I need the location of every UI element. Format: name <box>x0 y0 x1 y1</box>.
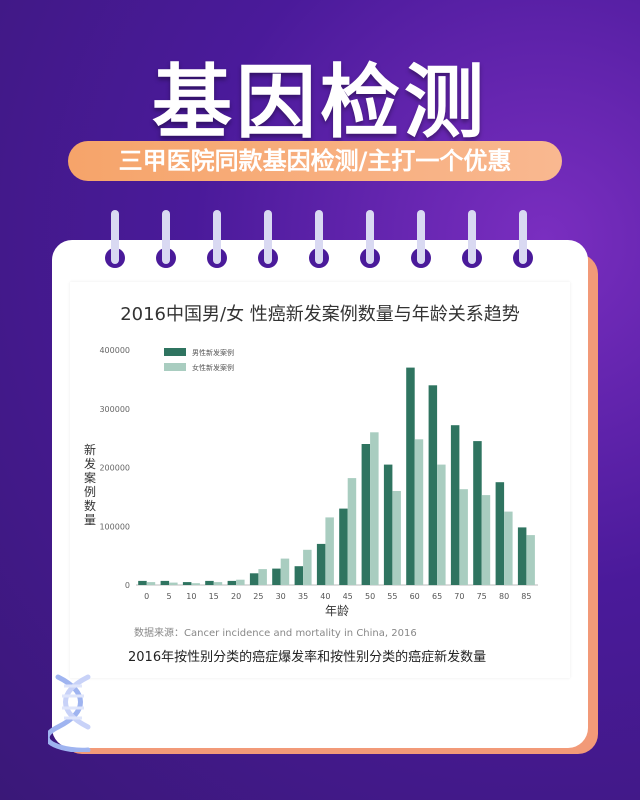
x-tick-label: 50 <box>365 592 375 601</box>
bar-female <box>258 569 267 585</box>
bar-male <box>205 580 214 585</box>
bar-female <box>191 583 200 585</box>
legend-swatch <box>164 348 186 356</box>
bar-male <box>160 580 170 585</box>
dna-helix-icon <box>48 674 91 752</box>
y-tick-label: 300000 <box>99 405 130 414</box>
x-tick-label: 35 <box>298 592 308 601</box>
bar-female <box>437 464 446 585</box>
y-tick-label: 200000 <box>99 464 130 473</box>
x-tick-label: 25 <box>253 592 263 601</box>
chart-panel: 2016中国男/女 性癌新发案例数量与年龄关系趋势 0 100000 200000 3… <box>70 282 570 678</box>
x-tick-label: 45 <box>343 592 353 601</box>
x-tick-label: 75 <box>477 592 487 601</box>
bar-male <box>473 441 482 585</box>
bar-male <box>294 566 304 585</box>
bar-chart: 0 100000 200000 300000 400000 新发案例数量 0 5 10 15 20 2… <box>84 346 538 618</box>
x-tick-label: 55 <box>387 592 397 601</box>
y-tick-label: 0 <box>125 581 130 590</box>
x-tick-label: 85 <box>521 592 531 601</box>
bar-male <box>272 568 281 585</box>
bar-male <box>517 527 527 585</box>
legend-swatch <box>164 363 186 371</box>
x-tick-label: 10 <box>186 592 196 601</box>
x-tick-label: 0 <box>144 592 149 601</box>
bar-female <box>504 511 513 585</box>
bar-female <box>213 582 223 585</box>
bar-male <box>406 367 415 585</box>
bar-male <box>383 464 393 585</box>
x-tick-label: 5 <box>167 592 172 601</box>
bar-male <box>339 508 348 585</box>
data-source: 数据来源：Cancer incidence and mortality in C… <box>134 628 417 639</box>
bar-female <box>414 439 424 585</box>
legend-label: 女性新发案例 <box>192 363 234 372</box>
bar-male <box>450 425 460 585</box>
legend-label: 男性新发案例 <box>192 348 234 357</box>
bar-male <box>495 482 505 585</box>
bar-female <box>481 495 491 585</box>
page-title: 基因检测 <box>152 56 488 149</box>
x-tick-label: 15 <box>209 592 219 601</box>
bar-female <box>169 582 178 585</box>
y-axis-label: 新发案例数量 <box>84 442 96 527</box>
chart-title: 2016中国男/女 性癌新发案例数量与年龄关系趋势 <box>120 304 520 325</box>
bar-female <box>370 432 379 586</box>
x-tick-label: 40 <box>320 592 330 601</box>
bar-female <box>347 478 357 585</box>
x-tick-label: 70 <box>454 592 464 601</box>
x-tick-label: 20 <box>231 592 241 601</box>
bar-male <box>361 444 371 585</box>
chart-caption: 2016年按性别分类的癌症爆发率和按性别分类的癌症新发数量 <box>128 650 487 665</box>
bar-female <box>325 517 334 585</box>
y-tick-label: 400000 <box>99 346 130 355</box>
bar-male <box>138 580 147 585</box>
bar-female <box>303 549 312 586</box>
bar-male <box>182 582 192 585</box>
bar-male <box>227 580 237 585</box>
x-axis-label: 年龄 <box>325 604 349 618</box>
y-tick-label: 100000 <box>99 522 130 531</box>
bar-male <box>316 543 326 585</box>
promo-banner: 三甲医院同款基因检测/主打一个优惠 <box>68 141 562 181</box>
x-tick-label: 60 <box>410 592 420 601</box>
bar-male <box>428 385 438 586</box>
bar-female <box>280 558 290 585</box>
bar-female <box>459 489 468 585</box>
x-tick-label: 65 <box>432 592 442 601</box>
bar-female <box>236 579 245 585</box>
bar-male <box>249 573 259 586</box>
bar-female <box>392 491 401 585</box>
bar-female <box>146 582 156 585</box>
x-tick-label: 80 <box>499 592 509 601</box>
bar-female <box>526 535 535 585</box>
x-tick-label: 30 <box>276 592 286 601</box>
